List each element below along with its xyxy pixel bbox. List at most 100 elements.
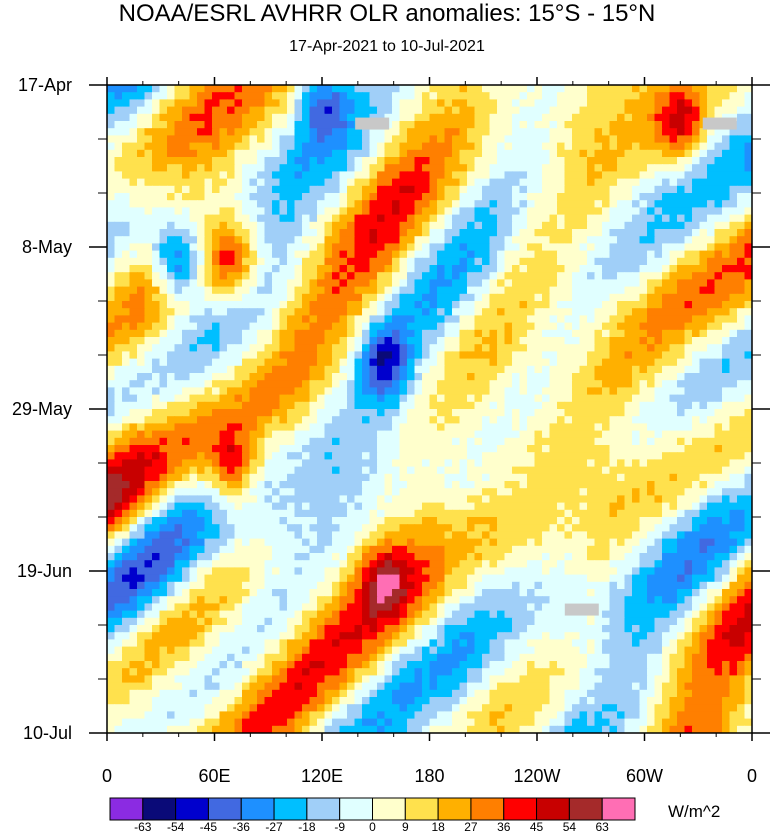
heatmap-cell xyxy=(407,286,416,295)
heatmap-cell xyxy=(294,85,303,93)
heatmap-cell xyxy=(407,135,416,144)
heatmap-cell xyxy=(639,157,648,165)
heatmap-cell xyxy=(182,142,191,151)
heatmap-cell xyxy=(564,416,573,424)
heatmap-cell xyxy=(392,351,401,360)
heatmap-cell xyxy=(302,214,311,223)
heatmap-cell xyxy=(339,452,348,460)
heatmap-cell xyxy=(204,207,213,216)
heatmap-cell xyxy=(332,171,341,180)
heatmap-cell xyxy=(692,416,701,424)
heatmap-cell xyxy=(444,135,453,144)
heatmap-cell xyxy=(459,171,468,180)
heatmap-cell xyxy=(167,373,176,381)
heatmap-cell xyxy=(512,286,521,295)
heatmap-cell xyxy=(317,171,326,180)
heatmap-cell xyxy=(669,99,678,108)
heatmap-cell xyxy=(707,214,716,223)
heatmap-cell xyxy=(189,221,198,230)
heatmap-cell xyxy=(744,207,752,216)
heatmap-cell xyxy=(129,164,138,172)
heatmap-cell xyxy=(167,301,176,309)
heatmap-cell xyxy=(174,171,183,180)
heatmap-cell xyxy=(654,387,663,396)
heatmap-cell xyxy=(632,92,641,100)
heatmap-cell xyxy=(474,423,483,432)
heatmap-cell xyxy=(227,473,236,482)
heatmap-cell xyxy=(114,265,123,273)
heatmap-cell xyxy=(249,423,258,432)
heatmap-cell xyxy=(369,265,378,273)
heatmap-cell xyxy=(737,358,746,367)
heatmap-cell xyxy=(144,149,153,158)
heatmap-cell xyxy=(579,337,588,345)
heatmap-cell xyxy=(474,473,483,482)
heatmap-cell xyxy=(257,423,266,432)
heatmap-cell xyxy=(107,329,116,338)
heatmap-cell xyxy=(212,293,221,302)
heatmap-cell xyxy=(354,315,363,324)
heatmap-cell xyxy=(249,265,258,273)
heatmap-cell xyxy=(249,214,258,223)
heatmap-cell xyxy=(587,394,596,403)
heatmap-cell xyxy=(212,113,221,122)
heatmap-cell xyxy=(564,445,573,453)
heatmap-cell xyxy=(714,394,723,403)
heatmap-cell xyxy=(737,257,746,266)
heatmap-cell xyxy=(609,193,618,201)
heatmap-cell xyxy=(624,394,633,403)
heatmap-cell xyxy=(257,200,266,208)
heatmap-cell xyxy=(234,293,243,302)
heatmap-cell xyxy=(579,423,588,432)
heatmap-cell xyxy=(294,92,303,100)
heatmap-cell xyxy=(152,214,161,223)
heatmap-cell xyxy=(279,437,288,446)
heatmap-cell xyxy=(324,193,333,201)
heatmap-cell xyxy=(654,121,663,129)
heatmap-cell xyxy=(692,221,701,230)
heatmap-cell xyxy=(204,337,213,345)
heatmap-cell xyxy=(489,466,498,475)
heatmap-cell xyxy=(452,250,461,259)
heatmap-cell xyxy=(242,315,251,324)
heatmap-cell xyxy=(174,416,183,424)
heatmap-cell xyxy=(249,344,258,352)
heatmap-cell xyxy=(572,445,581,453)
heatmap-cell xyxy=(129,250,138,259)
heatmap-cell xyxy=(534,401,543,410)
heatmap-cell xyxy=(332,373,341,381)
heatmap-cell xyxy=(527,250,536,259)
heatmap-cell xyxy=(572,243,581,252)
heatmap-cell xyxy=(174,308,183,316)
heatmap-cell xyxy=(429,437,438,446)
heatmap-cell xyxy=(242,452,251,460)
heatmap-cell xyxy=(482,113,491,122)
heatmap-cell xyxy=(677,495,686,504)
heatmap-cell xyxy=(159,445,168,453)
heatmap-cell xyxy=(272,322,281,331)
heatmap-cell xyxy=(257,214,266,223)
heatmap-cell xyxy=(639,92,648,100)
heatmap-cell xyxy=(392,265,401,273)
heatmap-cell xyxy=(122,149,131,158)
heatmap-cell xyxy=(159,394,168,403)
heatmap-cell xyxy=(137,229,146,237)
heatmap-cell xyxy=(182,423,191,432)
heatmap-cell xyxy=(737,128,746,136)
heatmap-cell xyxy=(159,257,168,266)
heatmap-cell xyxy=(212,337,221,345)
heatmap-cell xyxy=(167,488,176,496)
heatmap-cell xyxy=(632,265,641,273)
heatmap-cell xyxy=(317,358,326,367)
heatmap-cell xyxy=(519,250,528,259)
heatmap-cell xyxy=(647,322,656,331)
heatmap-cell xyxy=(714,106,723,115)
heatmap-cell xyxy=(662,430,671,439)
heatmap-cell xyxy=(144,416,153,424)
heatmap-cell xyxy=(677,423,686,432)
heatmap-cell xyxy=(677,164,686,172)
heatmap-cell xyxy=(264,351,273,360)
heatmap-cell xyxy=(729,423,738,432)
heatmap-cell xyxy=(174,250,183,259)
heatmap-cell xyxy=(219,128,228,136)
